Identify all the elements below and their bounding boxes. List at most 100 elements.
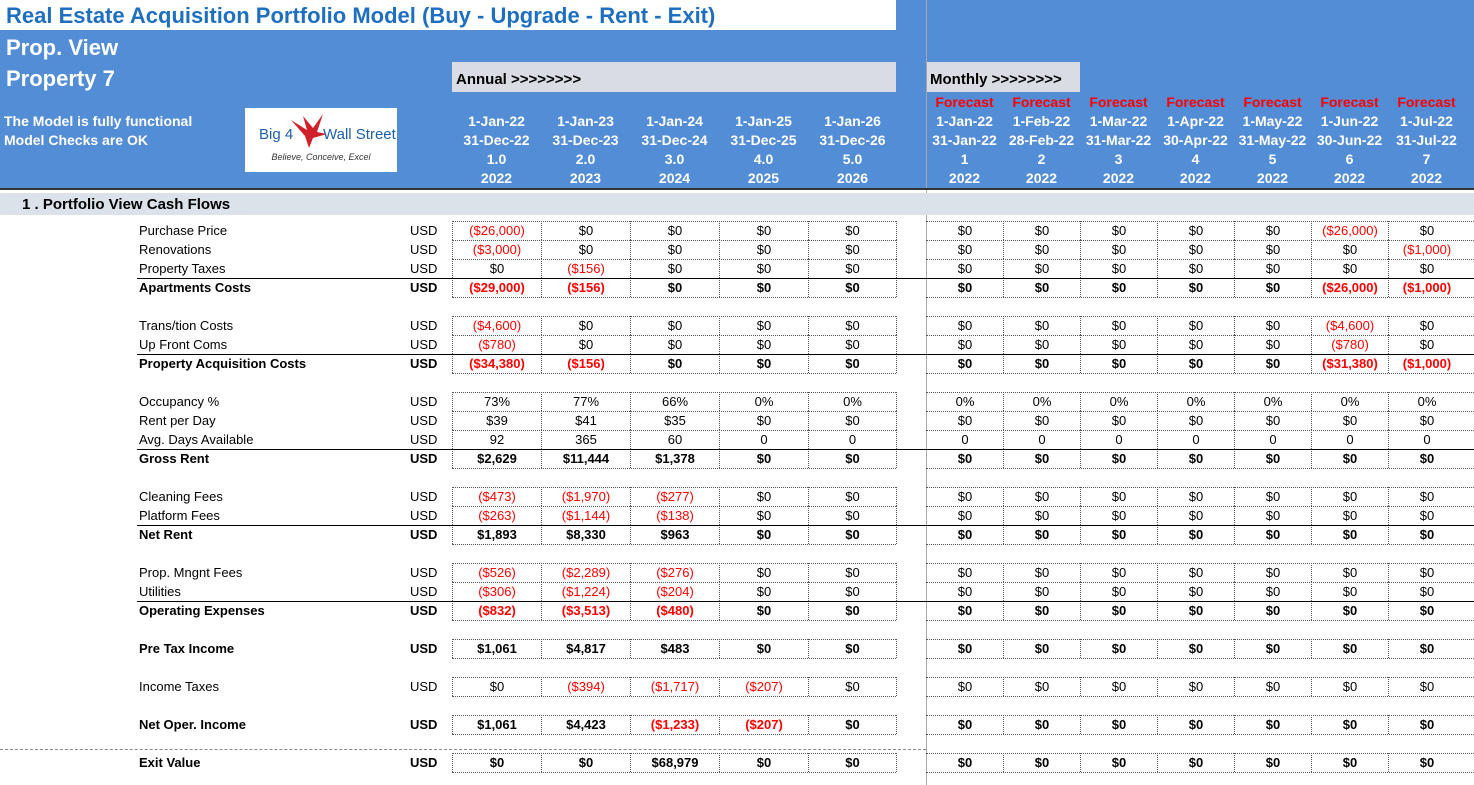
monthly-cell: $0 [926, 582, 1003, 601]
section-title: 1 . Portfolio View Cash Flows [22, 196, 231, 213]
big4-logo: Big 4 Wall Street Believe, Conceive, Exc… [245, 108, 397, 172]
annual-cell: $0 [808, 240, 897, 259]
row-unit: USD [410, 717, 438, 732]
annual-cell: ($207) [719, 715, 808, 734]
page-title: Real Estate Acquisition Portfolio Model … [6, 3, 716, 28]
annual-cell: $35 [630, 411, 719, 430]
monthly-cell: $0 [1234, 487, 1311, 506]
monthly-cell: $0 [1234, 582, 1311, 601]
monthly-cell: ($1,000) [1388, 278, 1465, 297]
annual-col-end: 31-Dec-26 [819, 132, 886, 148]
annual-cell: $1,061 [452, 639, 541, 658]
row-unit: USD [410, 755, 438, 770]
monthly-cell: $0 [1157, 753, 1234, 772]
monthly-cell: $0 [1003, 316, 1080, 335]
monthly-col-num: 4 [1191, 151, 1200, 167]
annual-cell: ($473) [452, 487, 541, 506]
logo-right-text: Wall Street [323, 126, 396, 143]
annual-col-end: 31-Dec-25 [730, 132, 797, 148]
monthly-cell: $0 [1157, 278, 1234, 297]
monthly-cell: $0 [1080, 259, 1157, 278]
annual-cell: ($1,970) [541, 487, 630, 506]
monthly-cell: $0 [1080, 506, 1157, 525]
monthly-label: Monthly >>>>>>>> [930, 71, 1062, 88]
annual-cell: 60 [630, 430, 719, 449]
row-rule [926, 639, 1474, 640]
annual-cell: $0 [719, 639, 808, 658]
monthly-cell: $0 [1234, 639, 1311, 658]
monthly-cell: $0 [1003, 677, 1080, 696]
monthly-cell: $0 [926, 354, 1003, 373]
monthly-cell: $0 [1080, 335, 1157, 354]
monthly-col-num: 1 [960, 151, 969, 167]
monthly-cell: 0 [1311, 430, 1388, 449]
monthly-cell: $0 [1003, 259, 1080, 278]
monthly-cell: $0 [1234, 221, 1311, 240]
forecast-label: Forecast [1243, 94, 1302, 110]
box-bottom-rule [452, 658, 896, 659]
annual-cell: $0 [808, 411, 897, 430]
annual-cell: ($34,380) [452, 354, 541, 373]
monthly-cell: $0 [1080, 411, 1157, 430]
monthly-cell: $0 [1311, 601, 1388, 620]
row-rule [926, 506, 1474, 507]
annual-col-year: 2025 [747, 170, 780, 186]
box-bottom-rule [452, 772, 896, 773]
annual-col-num: 3.0 [664, 151, 685, 167]
forecast-label: Forecast [1089, 94, 1148, 110]
row-unit: USD [410, 432, 438, 447]
annual-cell: ($1,144) [541, 506, 630, 525]
monthly-cell: $0 [1157, 449, 1234, 468]
annual-cell: ($207) [719, 677, 808, 696]
row-label: Utilities [139, 584, 181, 599]
annual-col-end: 31-Dec-24 [641, 132, 708, 148]
annual-cell: ($832) [452, 601, 541, 620]
box-bottom-rule [926, 658, 1474, 659]
monthly-col-num: 6 [1345, 151, 1354, 167]
monthly-cell: 0 [1157, 430, 1234, 449]
monthly-cell: 0% [1003, 392, 1080, 411]
row-rule [926, 392, 1474, 393]
eagle-icon [291, 114, 327, 148]
annual-col-num: 5.0 [842, 151, 863, 167]
row-rule [452, 430, 896, 431]
monthly-cell: $0 [926, 411, 1003, 430]
monthly-cell: 0% [1234, 392, 1311, 411]
monthly-cell: $0 [1003, 240, 1080, 259]
annual-band [452, 62, 896, 92]
monthly-cell: $0 [1157, 259, 1234, 278]
row-unit: USD [410, 261, 438, 276]
monthly-band [926, 62, 1080, 92]
monthly-cell: $0 [1234, 335, 1311, 354]
monthly-cell: $0 [1003, 582, 1080, 601]
box-bottom-rule [452, 734, 896, 735]
row-unit: USD [410, 584, 438, 599]
annual-cell: $8,330 [541, 525, 630, 544]
row-label: Apartments Costs [139, 280, 251, 295]
annual-col-num: 4.0 [753, 151, 774, 167]
box-bottom-rule [452, 544, 896, 545]
annual-col-year: 2024 [658, 170, 691, 186]
monthly-cell: $0 [1080, 582, 1157, 601]
monthly-cell: $0 [1157, 639, 1234, 658]
annual-cell: $0 [719, 563, 808, 582]
annual-cell: $0 [808, 316, 897, 335]
row-unit: USD [410, 337, 438, 352]
monthly-col-start: 1-May-22 [1242, 113, 1303, 129]
monthly-cell: $0 [1157, 316, 1234, 335]
monthly-cell: $0 [1003, 601, 1080, 620]
annual-cell: ($306) [452, 582, 541, 601]
row-label: Occupancy % [139, 394, 220, 409]
monthly-cell: $0 [1234, 411, 1311, 430]
monthly-cell: $0 [1080, 715, 1157, 734]
monthly-cell: $0 [1157, 487, 1234, 506]
annual-cell: ($156) [541, 278, 630, 297]
logo-tagline: Believe, Conceive, Excel [271, 152, 371, 162]
monthly-cell: 0% [926, 392, 1003, 411]
row-rule [452, 563, 896, 564]
monthly-cell: $0 [1080, 601, 1157, 620]
annual-cell: ($3,513) [541, 601, 630, 620]
monthly-col-end: 31-May-22 [1238, 132, 1307, 148]
annual-cell: $0 [808, 715, 897, 734]
row-rule [452, 221, 896, 222]
